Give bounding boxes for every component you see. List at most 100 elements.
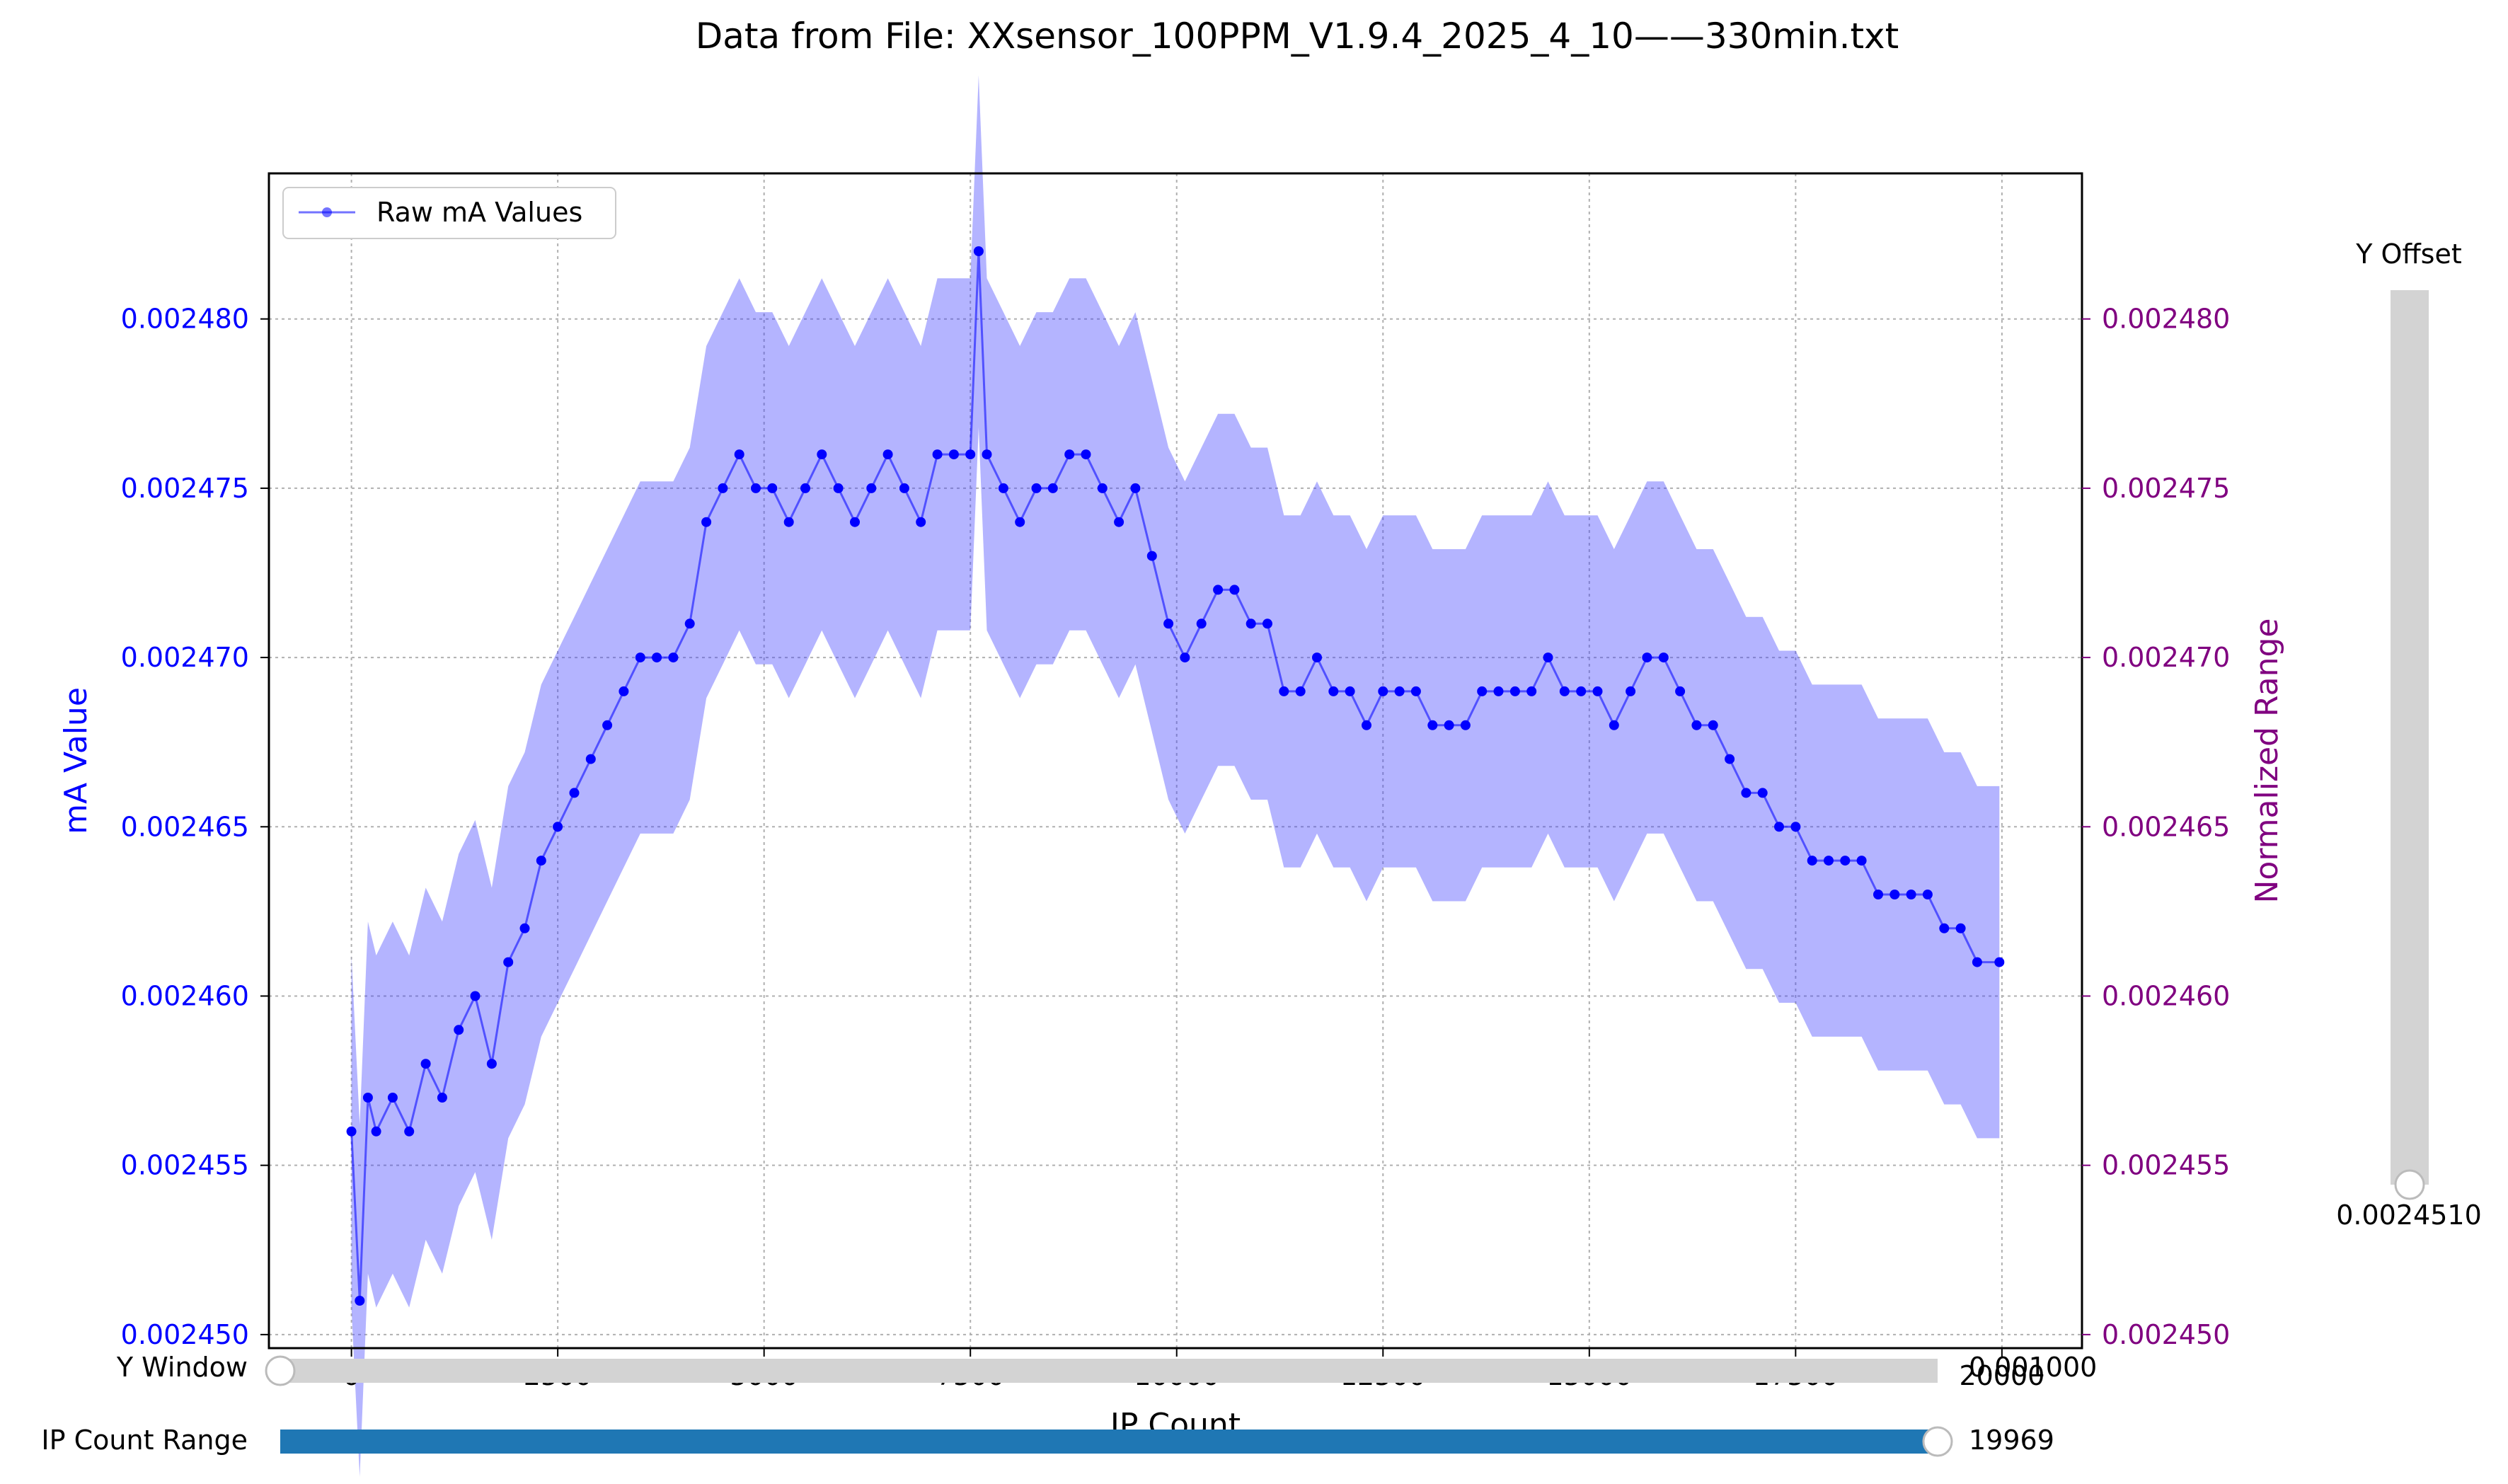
data-point [800,483,810,493]
data-point [1757,788,1768,798]
data-point [1774,822,1784,832]
data-point [817,449,827,460]
data-point [1906,890,1916,899]
data-point [1213,585,1224,595]
data-point [1873,890,1883,899]
data-point [404,1126,415,1137]
grid [269,173,2082,1348]
data-series [346,246,2005,1306]
data-point [965,449,976,460]
data-point [1642,652,1652,663]
plot-area: 02500500075001000012500150001750020000 0… [58,75,2285,1477]
data-point [1362,720,1371,730]
data-point [1262,619,1272,629]
ip-count-range-slider[interactable]: IP Count Range 19969 [41,1425,2054,1457]
data-point [355,1296,365,1306]
data-point [652,652,662,663]
data-point [1922,890,1933,899]
data-point [1295,686,1306,696]
data-point [866,483,877,493]
y-tick-label-left: 0.002450 [121,1319,249,1350]
data-point [1994,957,2005,967]
y-tick-label-left: 0.002460 [121,980,249,1011]
y-offset-handle[interactable] [2394,1169,2425,1200]
y-tick-label-left: 0.002455 [121,1150,249,1181]
data-point [1180,652,1190,663]
y-axis-label: mA Value [58,687,94,834]
data-point [973,246,984,256]
data-point [1345,686,1355,696]
y-tick-label-right: 0.002475 [2102,473,2230,504]
data-point [1229,585,1240,595]
y-offset-label: Y Offset [2355,238,2461,270]
figure-title: Data from File: XXsensor_100PPM_V1.9.4_2… [696,16,1899,57]
ip-count-range-handle[interactable] [1922,1426,1953,1457]
data-point [1081,449,1091,460]
data-point [1708,720,1718,730]
data-point [998,483,1008,493]
data-point [519,923,530,933]
data-point [1246,619,1256,629]
y-tick-label-right: 0.002450 [2102,1319,2230,1350]
data-point [1130,483,1141,493]
data-point [1097,483,1108,493]
data-point [437,1093,447,1103]
y-tick-label-right: 0.002480 [2102,304,2230,335]
data-point [553,822,563,832]
data-point [668,652,679,663]
y-offset-track[interactable] [2391,290,2429,1185]
data-point [1114,517,1124,527]
y-offset-slider[interactable]: Y Offset 0.0024510 [2336,238,2482,1231]
data-point [1031,483,1042,493]
data-point [1626,686,1636,696]
data-point [1889,890,1900,899]
data-point [684,619,695,629]
data-point [916,517,926,527]
data-point [1064,449,1075,460]
data-point [1146,551,1157,561]
y-tick-label-left: 0.002465 [121,811,249,842]
data-point [1163,619,1174,629]
y-window-handle[interactable] [265,1355,296,1386]
data-point [1840,856,1851,866]
y-tick-label-right: 0.002465 [2102,811,2230,842]
x-tick-label: 20000 [1959,1360,2044,1391]
data-point [585,754,596,764]
data-point [1790,822,1801,832]
y-tick-label-right: 0.002455 [2102,1150,2230,1181]
data-point [1526,686,1537,696]
y-window-slider[interactable]: Y Window 0.001000 [116,1352,2097,1386]
ip-count-range-value: 19969 [1969,1425,2054,1456]
y-window-label: Y Window [116,1352,248,1383]
data-point [1394,686,1405,696]
data-point [1939,923,1950,933]
data-point [833,483,844,493]
y-window-track[interactable] [280,1359,1938,1383]
y-offset-value: 0.0024510 [2336,1200,2482,1231]
plot-frame [268,172,2083,1350]
data-point [932,449,943,460]
data-point [982,449,992,460]
data-point [899,483,909,493]
data-point [783,517,794,527]
data-point [948,449,959,460]
data-point [718,483,728,493]
data-point [387,1093,398,1103]
data-point [503,957,514,967]
ip-count-range-label: IP Count Range [41,1425,248,1456]
plot-background [269,173,2082,1348]
data-point [850,517,860,527]
data-point [602,720,613,730]
data-point [619,686,629,696]
data-point [1824,856,1834,866]
data-point [346,1126,357,1137]
data-point [1444,720,1454,730]
legend: Raw mA Values [282,187,616,239]
data-point [454,1025,464,1035]
y-axis-left: 0.002450 0.002455 0.002460 0.002465 0.002470… [121,304,269,1350]
data-point [1460,720,1471,730]
data-point [1493,686,1504,696]
data-noise-band [351,75,2000,1477]
data-point [701,517,712,527]
data-point [1477,686,1488,696]
